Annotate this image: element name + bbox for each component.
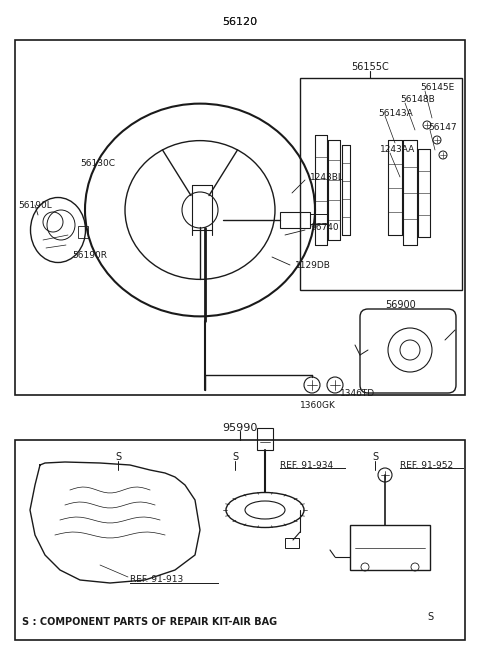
Text: REF. 91-952: REF. 91-952: [400, 460, 453, 470]
Text: REF. 91-934: REF. 91-934: [280, 460, 333, 470]
Text: 56143A: 56143A: [378, 109, 413, 117]
Text: S: S: [115, 452, 121, 462]
Bar: [300, 78, 462, 290]
Text: 56130C: 56130C: [80, 159, 115, 168]
Text: 1243BL: 1243BL: [310, 172, 344, 181]
Text: 95990: 95990: [222, 423, 258, 433]
Text: 96740: 96740: [310, 223, 338, 231]
Text: S: S: [427, 612, 433, 622]
Text: 1360GK: 1360GK: [300, 400, 336, 409]
Bar: [350, 525, 430, 570]
Text: REF. 91-913: REF. 91-913: [130, 576, 183, 584]
Bar: [78, 226, 88, 238]
Bar: [280, 212, 310, 228]
Text: 56155C: 56155C: [351, 62, 389, 72]
Text: 1346TD: 1346TD: [340, 388, 375, 398]
Text: S: S: [372, 452, 378, 462]
Bar: [15, 440, 465, 640]
Text: 56120: 56120: [222, 17, 258, 27]
Text: 1129DB: 1129DB: [295, 261, 331, 269]
Text: S: S: [232, 452, 238, 462]
Bar: [285, 538, 299, 548]
Text: 56147: 56147: [428, 122, 456, 132]
Text: 56190R: 56190R: [72, 250, 107, 259]
Text: 1243AA: 1243AA: [380, 145, 415, 155]
Text: 56190L: 56190L: [18, 200, 52, 210]
Text: 56120: 56120: [222, 17, 258, 27]
Text: 56900: 56900: [385, 300, 416, 310]
Text: 56145E: 56145E: [420, 83, 454, 92]
Bar: [15, 40, 465, 395]
Text: S : COMPONENT PARTS OF REPAIR KIT-AIR BAG: S : COMPONENT PARTS OF REPAIR KIT-AIR BA…: [22, 617, 277, 627]
Text: 56148B: 56148B: [400, 96, 435, 105]
Bar: [310, 214, 328, 224]
Bar: [257, 428, 273, 450]
